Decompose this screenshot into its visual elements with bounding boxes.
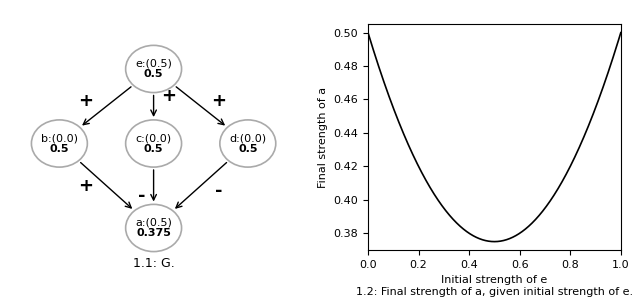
Circle shape [220, 120, 276, 167]
Text: 0.5: 0.5 [50, 144, 69, 154]
Text: 0.5: 0.5 [144, 144, 163, 154]
Circle shape [125, 120, 182, 167]
Text: -: - [214, 182, 222, 200]
Text: 1.2: Final strength of a, given initial strength of e.: 1.2: Final strength of a, given initial … [356, 287, 633, 297]
Text: -: - [138, 187, 145, 205]
Text: a:(0.5): a:(0.5) [135, 218, 172, 228]
Text: d:(0.0): d:(0.0) [229, 133, 266, 143]
Text: +: + [78, 177, 93, 195]
Text: 0.375: 0.375 [136, 228, 171, 238]
Text: 1.1: G.: 1.1: G. [132, 257, 175, 270]
Circle shape [31, 120, 88, 167]
Text: +: + [161, 87, 176, 105]
Text: e:(0.5): e:(0.5) [135, 58, 172, 68]
Text: 0.5: 0.5 [144, 69, 163, 79]
Text: c:(0.0): c:(0.0) [136, 133, 172, 143]
Text: +: + [211, 92, 226, 110]
Circle shape [125, 205, 182, 251]
Circle shape [125, 45, 182, 93]
X-axis label: Initial strength of e: Initial strength of e [441, 275, 548, 285]
Y-axis label: Final strength of a: Final strength of a [318, 87, 328, 188]
Text: b:(0.0): b:(0.0) [41, 133, 78, 143]
Text: 0.5: 0.5 [238, 144, 257, 154]
Text: +: + [78, 92, 93, 110]
